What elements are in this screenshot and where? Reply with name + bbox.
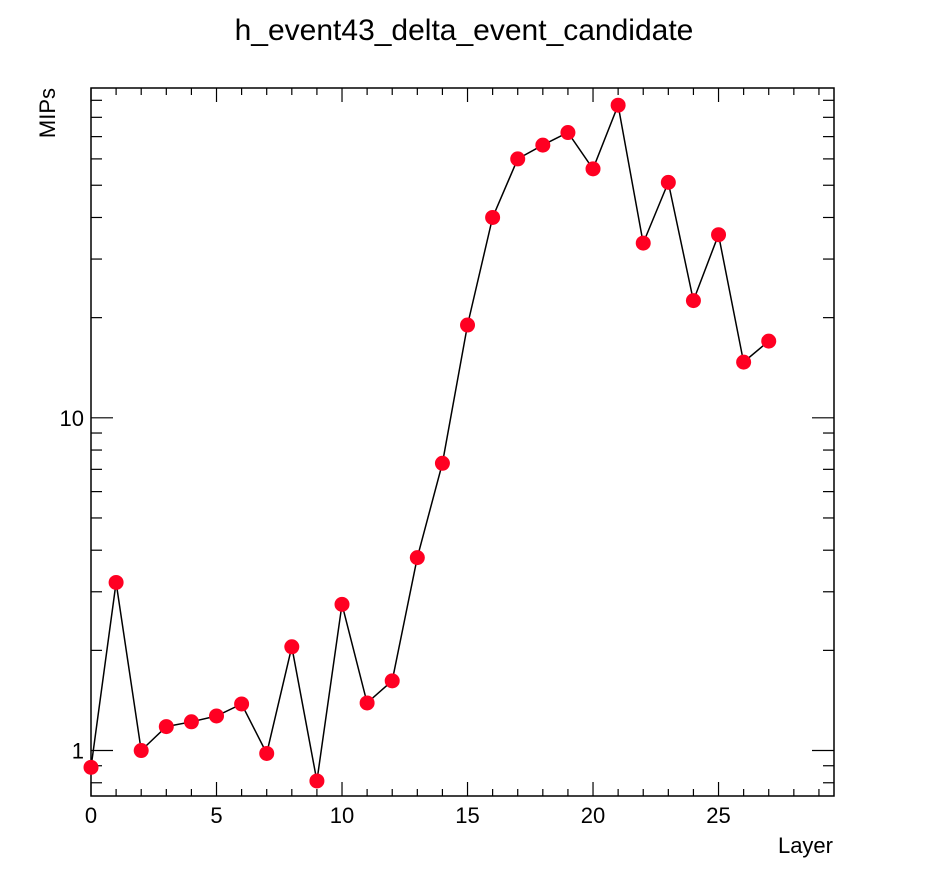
data-point [585,161,601,177]
data-point [234,696,250,712]
plot-area-border [90,87,835,797]
data-point [510,151,526,167]
data-point [359,695,375,711]
chart-title: h_event43_delta_event_candidate [235,14,694,47]
x-axis-label: Layer [778,833,833,858]
data-point [610,97,626,113]
data-point [309,773,325,789]
data-point [83,759,99,775]
x-tick-label: 15 [455,803,479,828]
y-axis: 1 10 [60,99,834,784]
data-point [108,574,124,590]
x-axis: 0 5 10 15 20 25 [85,88,820,828]
data-point [761,333,777,349]
data-point [158,719,174,735]
data-point [460,317,476,333]
x-tick-label: 20 [581,803,605,828]
x-tick-label: 25 [706,803,730,828]
data-point [535,137,551,153]
data-point [711,227,727,243]
data-point [635,235,651,251]
data-point [409,550,425,566]
data-point [660,174,676,190]
y-tick-label: 1 [72,739,84,764]
data-point [434,455,450,471]
x-tick-label: 10 [330,803,354,828]
data-point [133,743,149,759]
y-axis-label: MIPs [35,88,60,138]
data-point [284,639,300,655]
data-point [259,745,275,761]
data-points [83,97,777,789]
data-point [384,673,400,689]
x-tick-label: 5 [210,803,222,828]
data-point [183,714,199,730]
data-point [334,596,350,612]
series-line [90,102,770,782]
data-point [560,125,576,141]
data-point [685,293,701,309]
plot-frame [90,87,835,797]
x-tick-label: 0 [85,803,97,828]
data-point [736,354,752,370]
y-tick-label: 10 [60,406,84,431]
data-point [209,708,225,724]
data-point [485,209,501,225]
